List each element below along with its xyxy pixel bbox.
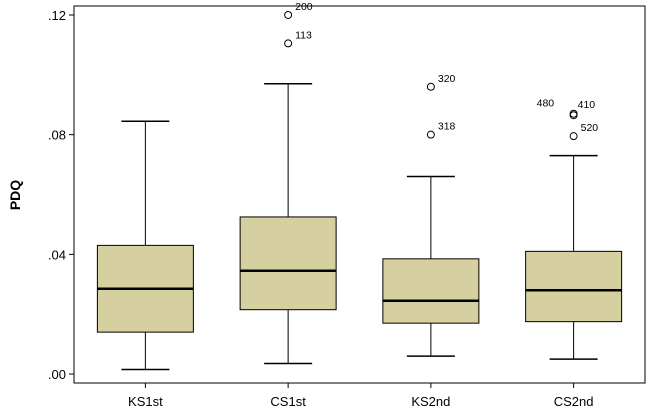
box-cs2nd: 480 410 520: [525, 98, 623, 360]
outlier-label: 200: [295, 1, 313, 13]
x-tick-label: KS1st: [128, 394, 163, 409]
y-axis-label: PDQ: [7, 180, 23, 210]
x-tick-label: KS2nd: [411, 394, 450, 409]
outlier-label: 410: [578, 99, 596, 111]
outlier-label: 520: [581, 122, 599, 134]
x-tick-label: CS2nd: [554, 394, 594, 409]
outlier-label: 318: [438, 121, 456, 133]
outlier-point: [426, 130, 435, 139]
outlier-point: [569, 111, 578, 120]
iqr-box: [382, 258, 480, 324]
box-ks1st: [96, 120, 194, 371]
y-tick-label: .00: [48, 367, 66, 382]
iqr-box: [525, 250, 623, 323]
outlier-label: 113: [295, 29, 312, 41]
y-tick-label: .08: [48, 128, 66, 143]
outlier-point: [569, 132, 578, 141]
box-ks2nd: 320 318: [382, 73, 480, 357]
x-tick-label: CS1st: [270, 394, 306, 409]
boxes-group: 200 113 320 318 480 410 520: [96, 1, 623, 371]
iqr-box: [239, 216, 337, 311]
x-axis: KS1st CS1st KS2nd CS2nd: [128, 383, 594, 409]
outlier-point: [284, 39, 293, 48]
outlier-label: 480: [537, 98, 555, 110]
outlier-point: [284, 10, 293, 19]
outlier-point: [426, 82, 435, 91]
y-axis: .00 .04 .08 .12: [48, 8, 74, 382]
outlier-label: 320: [438, 73, 456, 85]
y-tick-label: .04: [48, 247, 66, 262]
box-cs1st: 200 113: [239, 1, 337, 365]
y-tick-label: .12: [48, 8, 66, 23]
